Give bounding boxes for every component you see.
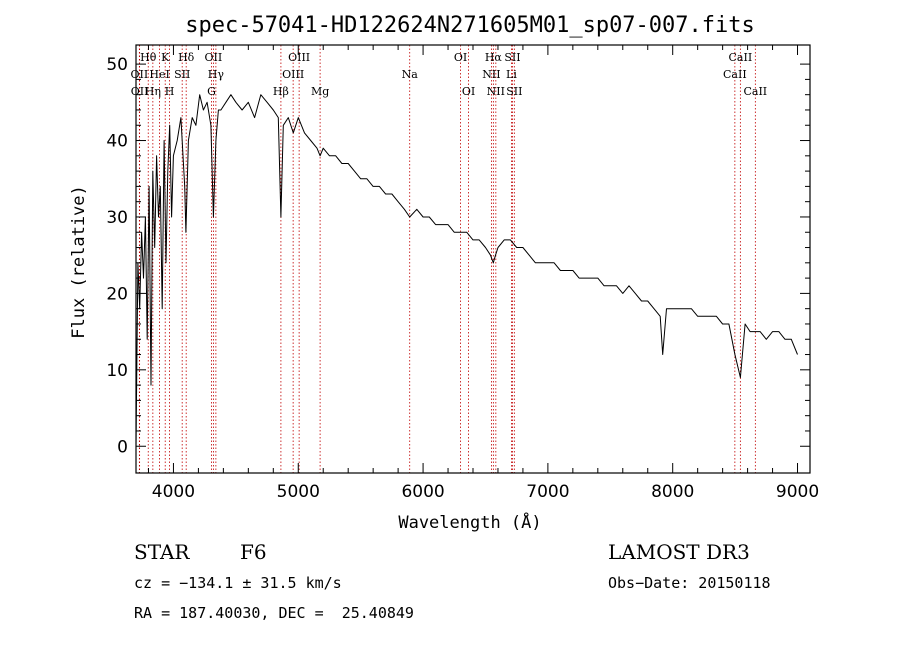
spectral-line-label: Hβ — [273, 85, 289, 98]
spectral-line-label: HeI — [149, 68, 169, 81]
spectrum-line — [135, 94, 798, 447]
y-tick-label: 10 — [106, 361, 128, 381]
x-tick-label: 5000 — [277, 482, 320, 502]
x-tick-label: 9000 — [776, 482, 819, 502]
tick-marks: 4000 5000 6000 7000 8000 9000 0 10 20 30 40 50 — [106, 45, 819, 502]
spectral-line-label: Hγ — [208, 68, 225, 81]
y-tick-label: 30 — [106, 208, 128, 228]
spectral-line-label: Hδ — [178, 51, 195, 64]
spectral-line-label: OII — [131, 85, 149, 98]
y-tick-label: 0 — [117, 437, 128, 457]
object-type: STAR — [134, 540, 190, 564]
x-axis-label: Wavelength (Å) — [398, 511, 541, 533]
x-tick-label: 4000 — [152, 482, 195, 502]
spectral-line-label: G — [207, 85, 216, 98]
spectral-subclass: F6 — [240, 540, 267, 564]
chart-title: spec-57041-HD122624N271605M01_sp07-007.f… — [185, 13, 755, 38]
y-axis-label: Flux (relative) — [69, 185, 89, 339]
spectral-line-label: Na — [402, 68, 419, 81]
spectral-line-label: Hθ — [140, 51, 157, 64]
observation-date: Obs−Date: 20150118 — [608, 574, 771, 592]
x-tick-label: 6000 — [401, 482, 444, 502]
spectral-line-label: Li — [506, 68, 517, 81]
plot-frame — [135, 44, 811, 474]
spectral-line-label: OIII — [282, 68, 304, 81]
survey-name: LAMOST DR3 — [608, 540, 750, 564]
spectral-line-label: NII — [487, 85, 505, 98]
spectral-line-label: H — [165, 85, 175, 98]
spectral-line-markers — [138, 45, 756, 473]
x-tick-label: 8000 — [651, 482, 694, 502]
spectral-line-label: OII — [205, 51, 223, 64]
spectral-line-label: CaII — [729, 51, 753, 64]
coordinates: RA = 187.40030, DEC = 25.40849 — [134, 604, 414, 622]
spectral-line-label: SII — [506, 85, 522, 98]
spectral-line-label: K — [161, 51, 170, 64]
y-tick-label: 50 — [106, 55, 128, 75]
spectral-line-label: OI — [462, 85, 475, 98]
spectral-line-label: OI — [454, 51, 467, 64]
y-tick-label: 40 — [106, 132, 128, 152]
spectral-line-label: Mg — [311, 85, 329, 98]
spectral-line-labels: Hθ OII OII K Hη HeI H SII Hδ OII Hγ G OIII OIII Hβ Mg Na… — [131, 51, 768, 98]
y-tick-label: 20 — [106, 284, 128, 304]
spectral-line-label: SII — [174, 68, 190, 81]
spectral-line-label: Hα — [485, 51, 503, 64]
spectral-line-label: CaII — [743, 85, 767, 98]
spectral-line-label: SII — [504, 51, 520, 64]
axes — [135, 44, 811, 474]
spectrum-layer — [135, 94, 798, 447]
spectral-line-label: NII — [482, 68, 500, 81]
spectral-line-label: OIII — [288, 51, 310, 64]
spectral-line-label: CaII — [723, 68, 747, 81]
spectral-line-label: OII — [131, 68, 149, 81]
redshift-cz: cz = −134.1 ± 31.5 km/s — [134, 574, 342, 592]
spectral-line-label: Hη — [145, 85, 161, 98]
x-tick-label: 7000 — [526, 482, 569, 502]
